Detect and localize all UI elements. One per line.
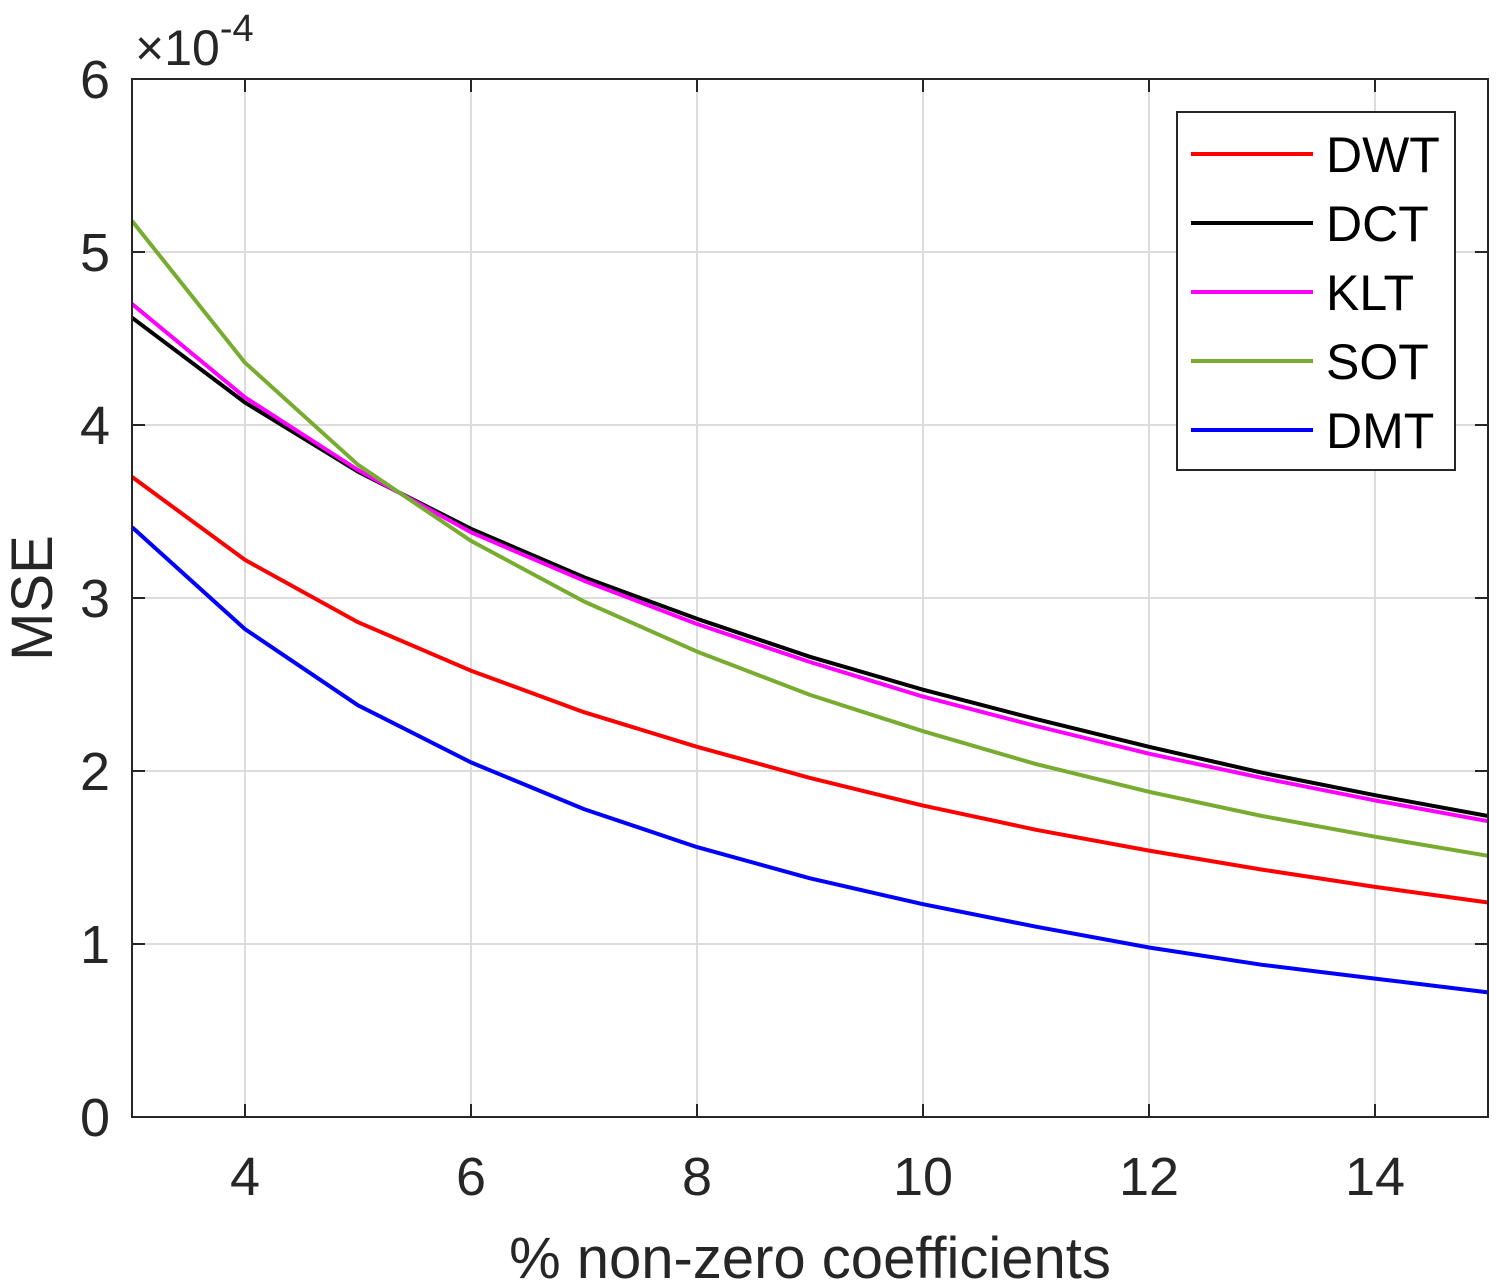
label-layer: % non-zero coefficients MSE ×10-4: [0, 8, 1111, 1287]
x-tick-label: 12: [1119, 1147, 1179, 1207]
legend-label-klt: KLT: [1326, 265, 1414, 321]
series-line-klt: [130, 302, 1489, 824]
exponent-power: -4: [220, 8, 254, 50]
legend-label-dct: DCT: [1326, 196, 1429, 252]
x-tick-label: 14: [1345, 1147, 1405, 1207]
legend-label-sot: SOT: [1326, 334, 1429, 390]
y-axis-exponent: ×10-4: [135, 8, 254, 76]
x-axis-label: % non-zero coefficients: [509, 1226, 1111, 1287]
y-axis-label: MSE: [0, 535, 65, 661]
x-tick-label: 6: [456, 1147, 486, 1207]
exponent-base: 10: [164, 20, 220, 76]
y-tick-label: 5: [80, 223, 110, 283]
y-tick-label: 6: [80, 50, 110, 110]
y-tick-label: 4: [80, 396, 110, 456]
legend-label-dwt: DWT: [1326, 127, 1440, 183]
series-line-sot: [130, 219, 1489, 858]
y-tick-label: 3: [80, 569, 110, 629]
x-tick-label: 10: [893, 1147, 953, 1207]
series-line-dwt: [130, 475, 1489, 905]
exponent-prefix: ×: [135, 20, 164, 76]
legend-label-dmt: DMT: [1326, 403, 1434, 459]
y-tick-label: 1: [80, 915, 110, 975]
legend: DWT DCT KLT SOT DMT: [1176, 111, 1456, 471]
x-tick-label: 8: [682, 1147, 712, 1207]
series-layer: [130, 219, 1489, 995]
series-line-dmt: [130, 525, 1489, 995]
y-tick-label: 0: [80, 1088, 110, 1148]
x-tick-label: 4: [230, 1147, 260, 1207]
y-tick-label: 2: [80, 742, 110, 802]
